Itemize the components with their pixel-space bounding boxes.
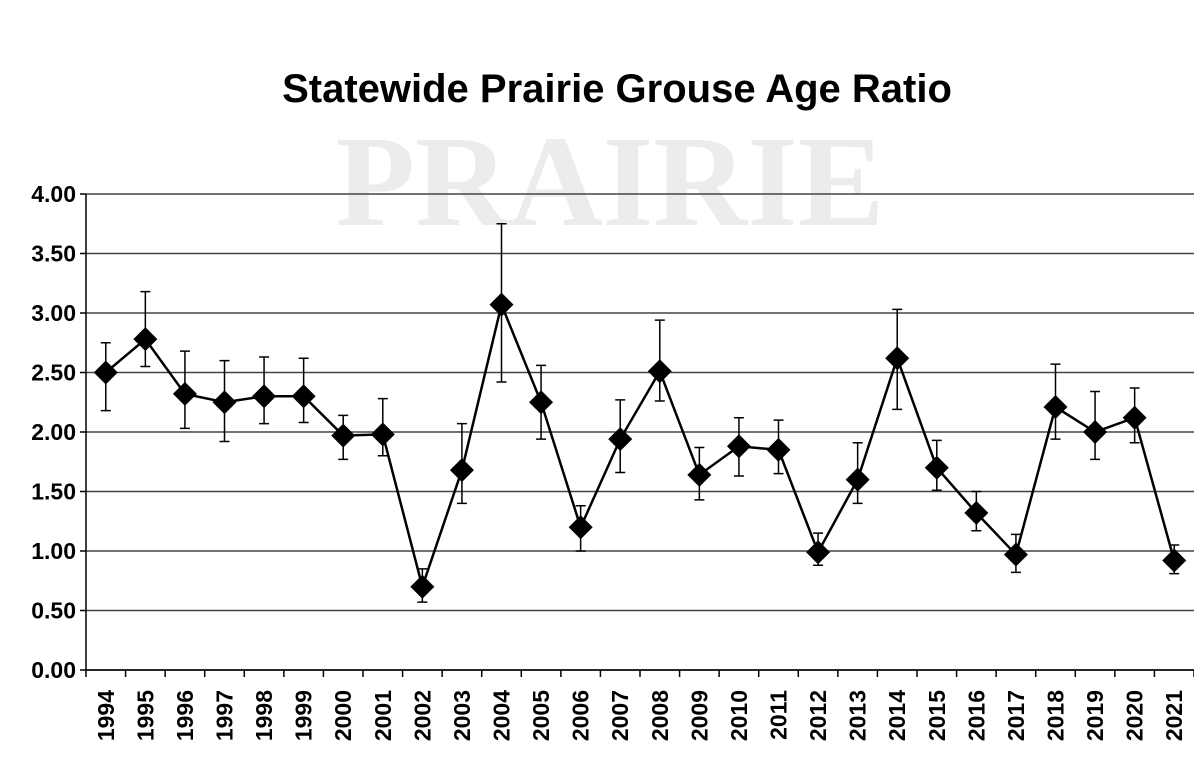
x-tick-label: 2015	[924, 690, 950, 741]
marker	[1162, 548, 1187, 573]
marker	[924, 455, 949, 480]
watermark: PRAIRIE	[336, 110, 885, 254]
x-tick-label: 2013	[845, 690, 871, 741]
y-tick-label: 4.00	[31, 181, 76, 207]
marker	[529, 390, 554, 415]
x-tick-label: 2018	[1043, 690, 1069, 741]
y-tick-label: 0.00	[31, 657, 76, 683]
x-tick-label: 2009	[686, 690, 712, 741]
data-line	[104, 300, 1176, 592]
marker	[568, 515, 593, 540]
marker	[1083, 420, 1108, 444]
x-tick-label: 2012	[805, 690, 831, 741]
marker	[489, 292, 514, 317]
marker	[806, 540, 831, 565]
marker	[885, 346, 910, 371]
x-tick-label: 2008	[647, 690, 673, 741]
marker	[766, 437, 791, 462]
x-tick-label: 1999	[291, 690, 317, 741]
x-tick-label: 1997	[212, 690, 238, 741]
marker	[212, 390, 237, 415]
y-tick-label: 1.50	[31, 479, 76, 505]
marker	[93, 360, 118, 385]
marker	[687, 462, 712, 487]
marker	[252, 384, 277, 409]
x-tick-label: 2021	[1161, 690, 1187, 741]
y-tick-label: 2.50	[31, 360, 76, 386]
marker	[133, 327, 158, 352]
x-tick-label: 2011	[766, 690, 792, 740]
marker	[845, 467, 870, 492]
marker	[331, 423, 356, 448]
marker	[449, 458, 474, 483]
marker	[964, 500, 989, 525]
y-tick-label: 3.00	[31, 300, 76, 326]
marker	[1122, 405, 1147, 430]
marker	[726, 434, 751, 459]
x-tick-label: 2002	[409, 690, 435, 741]
marker	[172, 381, 197, 406]
marker	[291, 384, 316, 409]
y-tick-label: 3.50	[31, 241, 76, 267]
marker	[1003, 542, 1028, 567]
x-tick-label: 2006	[568, 690, 594, 741]
x-tick-label: 1996	[172, 690, 198, 741]
marker	[370, 422, 395, 447]
x-tick-label: 2020	[1122, 690, 1148, 741]
x-tick-label: 2016	[963, 690, 989, 741]
marker	[1043, 395, 1068, 420]
x-tick-label: 2017	[1003, 690, 1029, 741]
marker	[608, 427, 633, 452]
x-tick-label: 2010	[726, 690, 752, 741]
x-tick-label: 1994	[93, 690, 119, 741]
y-tick-label: 0.50	[31, 598, 76, 624]
x-tick-label: 2019	[1082, 690, 1108, 741]
x-tick-label: 2003	[449, 690, 475, 741]
y-tick-label: 1.00	[31, 538, 76, 564]
marker	[410, 574, 435, 599]
x-tick-label: 1998	[251, 690, 277, 741]
x-tick-label: 1995	[132, 690, 158, 741]
marker	[647, 359, 672, 384]
x-tick-label: 2007	[607, 690, 633, 741]
x-tick-label: 2014	[884, 690, 910, 741]
x-tick-label: 2004	[489, 690, 515, 741]
chart-title: Statewide Prairie Grouse Age Ratio	[282, 67, 952, 111]
x-tick-label: 2000	[330, 690, 356, 741]
x-tick-label: 2001	[370, 690, 396, 741]
y-tick-label: 2.00	[31, 419, 76, 445]
x-tick-label: 2005	[528, 690, 554, 741]
